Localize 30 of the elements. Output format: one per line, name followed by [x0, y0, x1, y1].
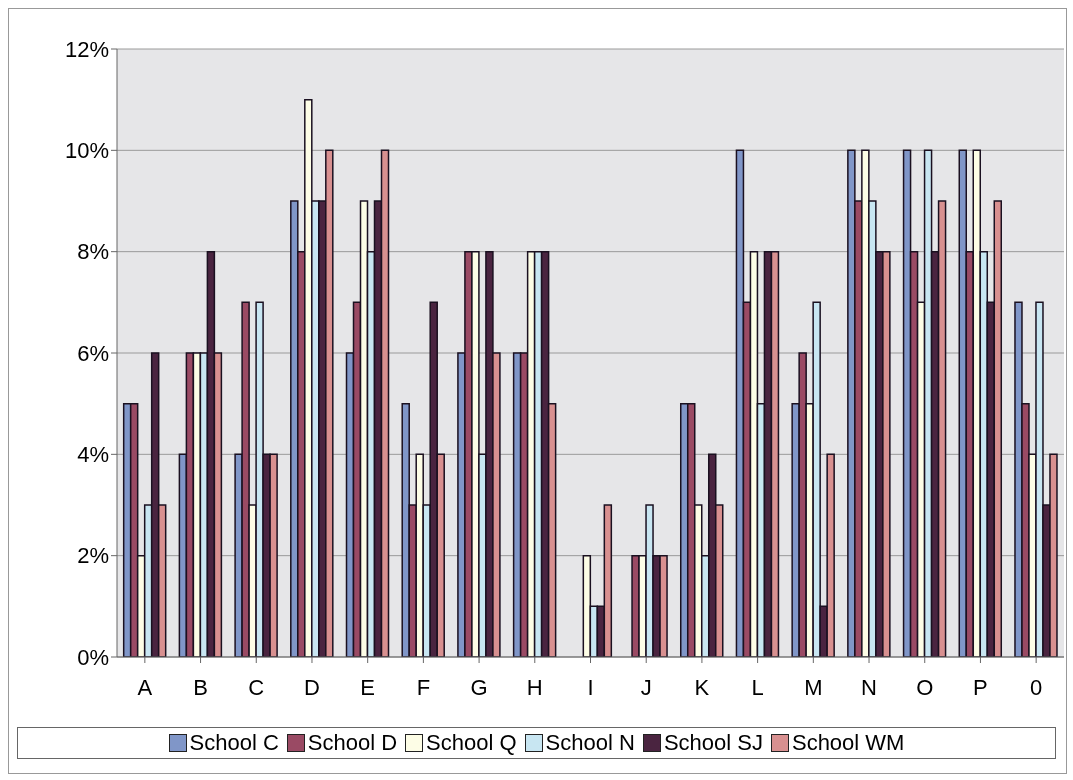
y-tick-label: 12% — [64, 36, 109, 62]
legend-label: School SJ — [662, 730, 763, 756]
x-tick-label: B — [193, 674, 208, 700]
legend-label: School WM — [790, 730, 905, 756]
legend-label: School N — [544, 730, 635, 756]
x-tick-label: O — [916, 674, 934, 700]
x-tick-label: H — [526, 674, 543, 700]
x-tick-label: D — [304, 674, 320, 700]
x-tick-label: F — [416, 674, 431, 700]
x-tick-label: L — [751, 674, 764, 700]
x-tick-label: C — [248, 674, 265, 700]
x-tick-label: K — [694, 674, 710, 700]
x-tick-label: E — [360, 674, 376, 700]
x-tick-label: A — [137, 674, 153, 700]
x-tick-label: G — [470, 674, 488, 700]
legend-label: School D — [306, 730, 398, 756]
x-tick-label: M — [804, 674, 823, 700]
y-tick-label: 0% — [77, 644, 109, 670]
x-tick-label: I — [587, 674, 594, 700]
y-tick-label: 4% — [77, 442, 109, 468]
x-tick-label: 0 — [1030, 674, 1043, 700]
x-tick-label: N — [861, 674, 877, 700]
legend-label: School Q — [425, 730, 517, 756]
legend-label: School C — [188, 730, 279, 756]
y-tick-label: 2% — [77, 543, 109, 569]
x-tick-label: J — [640, 674, 652, 700]
y-tick-label: 8% — [77, 239, 109, 265]
y-tick-label: 6% — [77, 340, 109, 366]
y-tick-label: 10% — [64, 138, 109, 164]
x-tick-label: P — [973, 674, 988, 700]
